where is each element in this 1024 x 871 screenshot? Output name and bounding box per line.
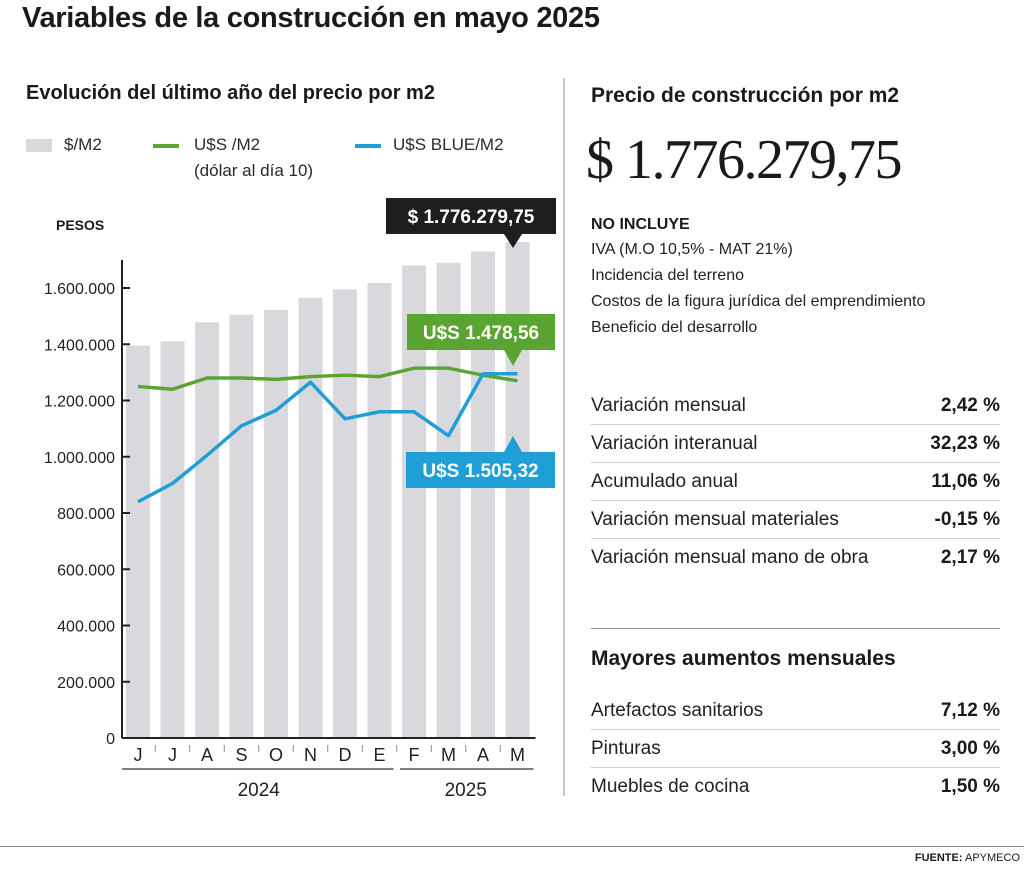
bar-pesos [367,282,392,738]
mayores-label: Pinturas [591,738,661,759]
chart-title: Evolución del último año del precio por … [26,82,435,104]
y-tick-label: 1.200.000 [44,394,115,411]
callout-label: U$S 1.478,56 [423,323,539,344]
y-tick-label: 800.000 [57,506,115,523]
variation-value: 11,06 % [931,471,1000,492]
variation-row: Variación mensual mano de obra 2,17 % [591,538,1000,576]
y-axis-label: PESOS [56,217,104,233]
page-title: Variables de la construcción en mayo 202… [22,2,600,34]
callout-pointer [504,350,522,366]
mayores-title: Mayores aumentos mensuales [591,647,896,670]
legend-green-swatch [153,144,179,148]
x-tick-label: J [168,745,177,765]
bar-pesos [160,341,185,738]
variation-value: 2,17 % [940,547,1000,568]
variation-value: -0,15 % [934,509,1000,530]
footer-rule [0,846,1024,847]
x-tick-label: S [235,745,247,765]
y-tick-label: 600.000 [57,562,115,579]
x-tick-label: M [510,745,525,765]
no-incluye-item: Incidencia del terreno [591,267,744,284]
mayores-row: Artefactos sanitarios 7,12 % [591,691,1000,730]
x-tick-label: O [269,745,283,765]
callout-box [406,452,555,488]
legend-bar-swatch [26,139,52,152]
x-tick-label: A [477,745,489,765]
callout-pointer [504,234,522,248]
no-incluye-item: Beneficio del desarrollo [591,319,758,336]
bar-pesos [126,345,150,738]
y-tick-label: 400.000 [57,619,115,636]
y-tick-label: 0 [106,731,115,748]
legend-blue-swatch [355,144,381,148]
variation-value: 32,23 % [930,433,1000,454]
callout-box [386,198,556,234]
variation-label: Variación mensual [591,395,746,416]
no-incluye-heading: NO INCLUYE [591,216,690,233]
x-tick-label: E [373,745,385,765]
legend-label-pesos: $/M2 [64,135,102,154]
callout-label: U$S 1.505,32 [422,461,538,482]
variation-row: Variación interanual 32,23 % [591,424,1000,463]
bar-pesos [264,309,288,738]
legend-sublabel-usd: (dólar al día 10) [194,161,314,180]
price-section-title: Precio de construcción por m2 [591,84,900,107]
section-separator [591,628,1000,629]
bar-pesos [333,289,357,738]
price-chart: PESOS 0 200.000 400.000 600.000 800.000 1.000.… [44,198,556,801]
variation-row: Acumulado anual 11,06 % [591,462,1000,501]
variation-label: Variación mensual mano de obra [591,547,869,568]
legend-label-blue: U$S BLUE/M2 [393,135,504,154]
variation-label: Acumulado anual [591,471,738,492]
big-price: $ 1.776.279,75 [586,129,903,191]
variation-label: Variación interanual [591,433,758,454]
line-usd-oficial [137,366,518,391]
mayores-value: 1,50 % [940,776,1000,797]
mayores-row: Pinturas 3,00 % [591,729,1000,768]
callout-pointer [504,436,522,452]
bar-pesos [195,322,219,738]
year-label: 2024 [238,780,281,801]
callout-box [407,314,555,350]
no-incluye-item: IVA (M.O 10,5% - MAT 21%) [591,241,793,258]
variation-row: Variación mensual 2,42 % [591,386,1000,425]
callout-label: $ 1.776.279,75 [408,207,535,228]
mayores-value: 3,00 % [940,738,1000,759]
x-tick-label: A [201,745,213,765]
y-tick-label: 1.000.000 [44,450,115,467]
legend-label-usd: U$S /M2 [194,135,261,154]
mayores-label: Artefactos sanitarios [591,700,764,721]
x-tick-label: M [441,745,456,765]
no-incluye-item: Costos de la figura jurídica del emprend… [591,293,926,310]
x-tick-label: F [409,745,420,765]
variation-label: Variación mensual materiales [591,509,839,530]
x-tick-label: D [339,745,352,765]
column-divider [563,78,565,796]
source-label: FUENTE: [914,852,963,864]
line-usd-blue [137,372,518,504]
mayores-label: Muebles de cocina [591,776,750,797]
x-tick-label: N [304,745,317,765]
year-label: 2025 [445,780,487,801]
y-tick-label: 1.400.000 [44,337,115,354]
variation-value: 2,42 % [940,395,1000,416]
mayores-value: 7,12 % [940,700,1000,721]
y-tick-label: 200.000 [57,675,115,692]
bar-pesos [229,314,254,738]
source-credit: FUENTE: APYMECO [915,852,1020,864]
mayores-row: Muebles de cocina 1,50 % [591,767,1000,805]
y-tick-label: 1.600.000 [44,281,115,298]
source-name: APYMECO [964,852,1020,864]
x-tick-label: J [134,745,143,765]
variation-row: Variación mensual materiales -0,15 % [591,500,1000,539]
bar-pesos [298,297,323,738]
